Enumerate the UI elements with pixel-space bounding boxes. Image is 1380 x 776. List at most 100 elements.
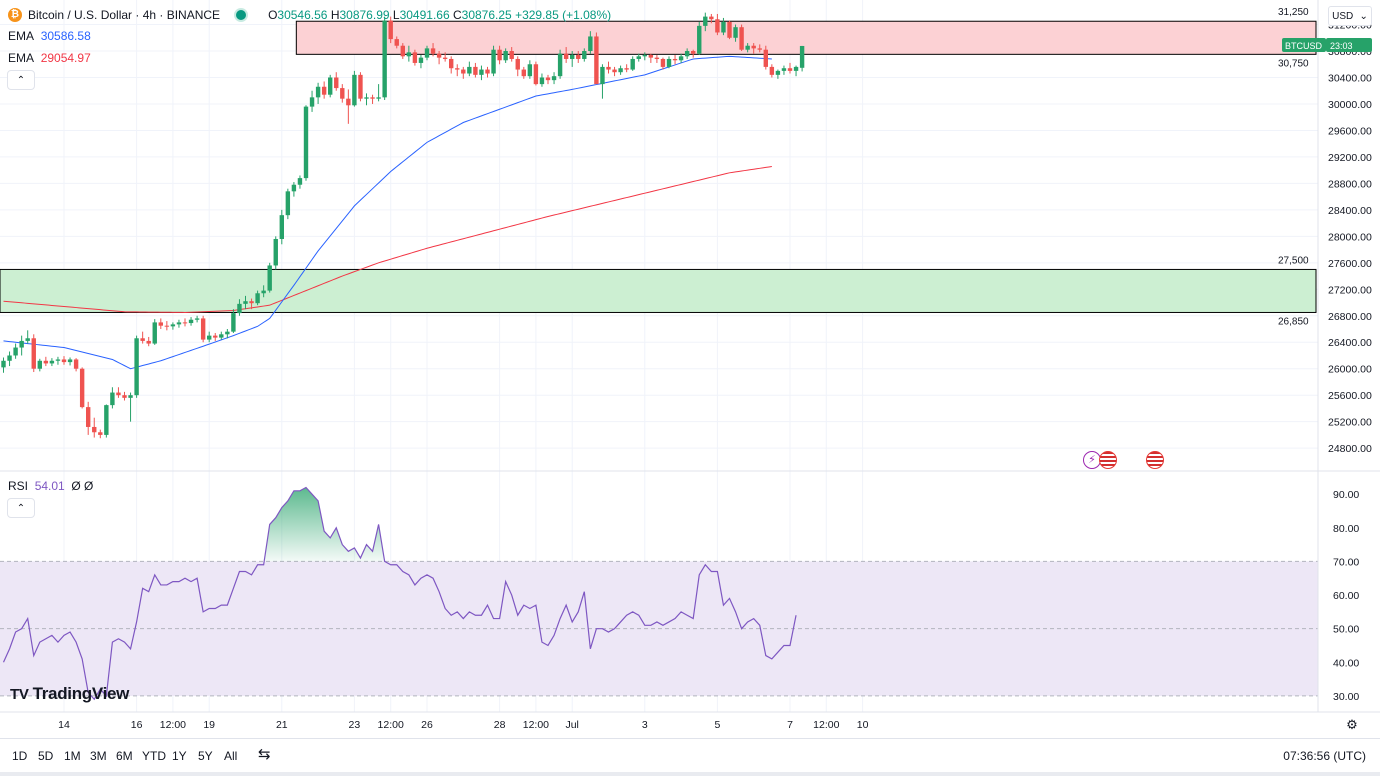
- candle-body: [636, 56, 641, 59]
- candle: [449, 56, 454, 74]
- candle: [406, 45, 412, 62]
- candle: [751, 43, 756, 54]
- candle: [479, 65, 484, 81]
- candle-body: [697, 25, 702, 54]
- rsi-legend[interactable]: RSI 54.01 Ø Ø: [8, 479, 94, 493]
- us-flag-event-icon[interactable]: [1099, 451, 1117, 469]
- candle-body: [678, 56, 684, 61]
- chevron-down-icon: ⌄: [1359, 10, 1368, 22]
- candle: [376, 84, 381, 102]
- candle: [31, 334, 36, 373]
- range-button-6m[interactable]: 6M: [116, 749, 133, 763]
- time-scale[interactable]: 14 16 12:00 19 21 23 12:00 26 28 12:00 Jul 3 5 7 12:00…: [58, 717, 1358, 732]
- price-scale[interactable]: 31200.0030800.0030400.0030000.0029600.00…: [1278, 7, 1372, 703]
- candle: [285, 188, 291, 220]
- us-flag-event-icon[interactable]: [1146, 451, 1164, 469]
- candle-body: [49, 360, 55, 364]
- candle-body: [346, 98, 351, 106]
- candle: [654, 54, 660, 63]
- candle-body: [503, 51, 508, 61]
- goto-date-icon[interactable]: ⇆: [258, 746, 271, 763]
- candle: [606, 61, 611, 74]
- time-tick-label: 7: [787, 719, 793, 731]
- price-tick-label: 24800.00: [1328, 443, 1372, 455]
- price-tick-label: 27200.00: [1328, 284, 1372, 296]
- candle-body: [176, 322, 182, 325]
- symbol-legend: ₿ Bitcoin / U.S. Dollar · 4h · BINANCE O…: [8, 8, 611, 22]
- ema-fast-legend[interactable]: EMA 30586.58: [8, 29, 91, 43]
- candle: [757, 44, 762, 53]
- candle-body: [376, 97, 381, 99]
- candle: [551, 72, 557, 85]
- utc-clock[interactable]: 07:36:56 (UTC): [1283, 749, 1366, 763]
- tradingview-logo[interactable]: TV TradingView: [10, 684, 130, 703]
- ohlc-values: O30546.56 H30876.99 L30491.66 C30876.25 …: [268, 8, 612, 22]
- candle: [340, 84, 345, 103]
- candle: [110, 387, 115, 409]
- price-tick-label: 29600.00: [1328, 125, 1372, 137]
- candle: [787, 62, 793, 74]
- range-button-1y[interactable]: 1Y: [172, 749, 187, 763]
- candle: [570, 51, 575, 67]
- candle-body: [715, 19, 720, 33]
- time-tick-label: 21: [276, 719, 288, 731]
- candle-body: [55, 359, 61, 361]
- candle-body: [527, 64, 533, 77]
- candle: [122, 391, 127, 401]
- tradingview-mark-icon: TV: [10, 685, 29, 703]
- range-button-1m[interactable]: 1M: [64, 749, 81, 763]
- range-button-ytd[interactable]: YTD: [142, 749, 166, 763]
- candle: [527, 60, 533, 79]
- candle: [763, 45, 768, 70]
- candle-body: [267, 265, 272, 291]
- price-change: +329.85 (+1.08%): [515, 8, 612, 22]
- chart-canvas[interactable]: 31200.0030800.0030400.0030000.0029600.00…: [0, 0, 1380, 740]
- symbol-title[interactable]: Bitcoin / U.S. Dollar · 4h · BINANCE: [28, 8, 221, 22]
- candle: [249, 298, 254, 310]
- collapse-rsi-button[interactable]: ⌃: [7, 498, 35, 518]
- candle: [781, 65, 787, 75]
- candle-body: [648, 54, 654, 58]
- candle: [582, 48, 587, 62]
- candle-body: [557, 53, 563, 77]
- price-tick-label: 30000.00: [1328, 99, 1372, 111]
- candle-body: [382, 20, 387, 98]
- market-status-icon[interactable]: [234, 8, 249, 22]
- candle: [116, 387, 121, 398]
- candle-body: [182, 322, 188, 324]
- candle: [684, 48, 690, 59]
- candle-body: [388, 20, 393, 40]
- time-tick-label: 23: [349, 719, 361, 731]
- range-button-all[interactable]: All: [224, 749, 238, 763]
- candle-body: [352, 74, 357, 106]
- candle: [182, 318, 188, 327]
- candle: [739, 24, 744, 52]
- time-tick-label: Jul: [565, 719, 578, 731]
- candle-body: [672, 58, 678, 61]
- candle: [799, 45, 805, 72]
- candle-body: [110, 392, 115, 406]
- candle: [678, 53, 684, 63]
- currency-selector[interactable]: USD ⌄: [1328, 6, 1372, 26]
- candle: [666, 56, 672, 69]
- range-button-5d[interactable]: 5D: [38, 749, 54, 763]
- candles[interactable]: [1, 12, 805, 439]
- price-tick-label: 25200.00: [1328, 417, 1372, 429]
- candle: [261, 285, 266, 298]
- candle-body: [473, 66, 478, 75]
- candle: [642, 52, 647, 61]
- candle-body: [92, 426, 97, 433]
- support-zone: [0, 268, 1317, 313]
- candle-body: [612, 69, 617, 73]
- candle: [721, 17, 726, 36]
- candle: [321, 81, 327, 99]
- candle: [1, 357, 6, 373]
- ema-slow-legend[interactable]: EMA 29054.97: [8, 51, 91, 65]
- candle-body: [751, 45, 756, 49]
- range-button-1d[interactable]: 1D: [12, 749, 28, 763]
- candle: [19, 335, 24, 356]
- collapse-legend-button[interactable]: ⌃: [7, 70, 35, 90]
- range-button-5y[interactable]: 5Y: [198, 749, 213, 763]
- candle: [418, 54, 424, 69]
- range-button-3m[interactable]: 3M: [90, 749, 107, 763]
